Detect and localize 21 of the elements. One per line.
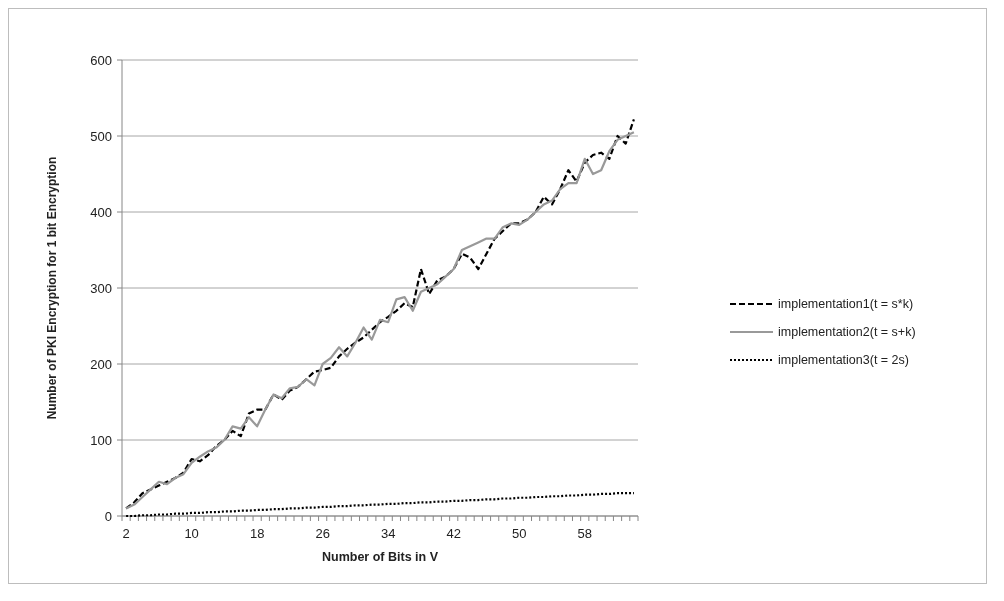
- line-series: [125, 492, 636, 518]
- legend-label: implementation1(t = s*k): [778, 297, 914, 312]
- y-axis-title: Number of PKI Encryption for 1 bit Encryption: [45, 156, 59, 420]
- x-axis-title: Number of Bits in V: [322, 550, 439, 564]
- y-tick-label: 400: [90, 204, 112, 220]
- y-tick-label: 0: [104, 508, 112, 524]
- y-tick-label: 200: [90, 356, 112, 372]
- y-tick-label: 300: [90, 280, 112, 296]
- y-tick-label: 100: [90, 432, 112, 448]
- x-tick-label: 58: [577, 526, 592, 541]
- x-tick-label: 2: [122, 526, 130, 541]
- x-tick-label: 34: [380, 526, 396, 541]
- y-tick-label: 600: [90, 52, 112, 68]
- legend-label: implementation3(t = 2s): [778, 353, 909, 368]
- y-tick-label: 500: [90, 128, 112, 144]
- x-tick-label: 26: [315, 526, 330, 541]
- x-tick-label: 10: [184, 526, 199, 541]
- x-tick-label: 50: [512, 526, 527, 541]
- x-tick-label: 18: [249, 526, 265, 541]
- legend-label: implementation2(t = s+k): [778, 325, 916, 340]
- x-tick-label: 42: [446, 526, 461, 541]
